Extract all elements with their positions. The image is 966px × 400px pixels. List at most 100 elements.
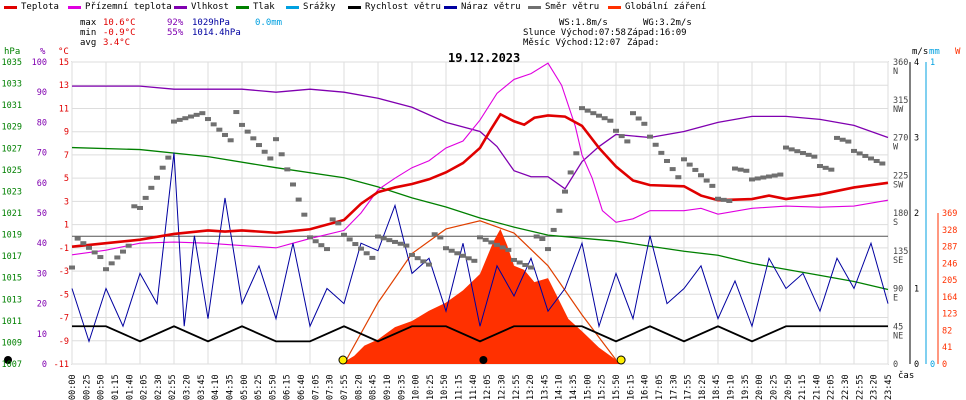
wind-direction-mark — [715, 196, 721, 201]
x-tick-label: 17:30 — [669, 374, 679, 400]
legend-item-smer-vetru: Směr větru — [528, 2, 599, 12]
wind-direction-mark — [380, 236, 387, 241]
wind-speed-tick-label: 2 — [914, 209, 919, 219]
wind-direction-mark — [403, 243, 410, 248]
wind-direction-mark — [494, 242, 500, 247]
wind-direction-mark — [567, 170, 574, 175]
wind-direction-mark — [273, 137, 279, 142]
wind-direction-mark — [97, 255, 104, 260]
wind-direction-mark — [681, 157, 687, 162]
wind-direction-mark — [516, 260, 523, 265]
radiation-tick-label: 164 — [942, 293, 957, 303]
wind-direction-mark — [171, 119, 177, 124]
wind-direction-mark — [409, 252, 415, 257]
wind-direction-tick-label: NW — [893, 105, 904, 115]
radiation-tick-label: 287 — [942, 243, 957, 253]
x-tick-label: 10:25 — [426, 374, 436, 400]
x-tick-label: 04:35 — [225, 374, 235, 400]
wind-direction-mark — [862, 153, 869, 158]
x-tick-label: 01:40 — [125, 374, 135, 400]
wind-direction-mark — [658, 150, 665, 155]
wind-direction-mark — [664, 158, 670, 163]
wind-direction-mark — [618, 134, 625, 139]
wind-direction-mark — [851, 148, 857, 153]
wind-direction-mark — [669, 167, 676, 172]
temperature-tick-label: -1 — [59, 244, 69, 254]
wind-direction-mark — [726, 198, 733, 203]
humidity-line — [72, 85, 889, 190]
stats-temperature: 10.6°C -0.9°C 3.4°C — [103, 18, 136, 48]
wind-direction-mark — [550, 227, 557, 232]
wind-direction-mark — [766, 174, 772, 179]
x-tick-label: 10:00 — [412, 374, 422, 400]
wind-direction-mark — [437, 235, 444, 240]
wind-direction-mark — [188, 114, 194, 119]
legend-item-srazky: Srážky — [286, 2, 336, 12]
wind-direction-mark — [114, 255, 121, 260]
x-tick-label: 03:20 — [183, 374, 193, 400]
wind-direction-mark — [811, 154, 818, 159]
wind-direction-mark — [358, 246, 364, 251]
wind-direction-mark — [732, 166, 738, 171]
unit-mm: mm — [929, 47, 940, 57]
stats-wind-gust: WG:3.2m/s — [643, 18, 692, 28]
wind-direction-mark — [749, 177, 755, 182]
wind-direction-mark — [613, 128, 619, 133]
wind-direction-mark — [335, 221, 342, 226]
x-tick-label: 20:00 — [755, 374, 765, 400]
stat-moon-rise: Měsíc Východ:12:07 — [523, 38, 621, 48]
humidity-tick-label: 10 — [37, 330, 47, 340]
x-tick-label: 19:10 — [727, 374, 737, 400]
wind-direction-mark — [426, 262, 432, 267]
wind-speed-tick-label: 0 — [914, 360, 919, 370]
pressure-tick-label: 1007 — [2, 360, 22, 370]
humidity-tick-label: 20 — [37, 300, 47, 310]
wind-direction-mark — [392, 239, 398, 244]
wind-direction-mark — [103, 267, 109, 272]
x-tick-label: 03:45 — [197, 374, 207, 400]
temperature-tick-label: 15 — [59, 58, 69, 68]
wind-direction-mark — [86, 245, 92, 250]
wind-direction-mark — [686, 162, 693, 167]
wind-direction-mark — [324, 247, 330, 252]
stat-max-rain: 0.0mm — [255, 18, 283, 28]
wind-direction-mark — [363, 251, 370, 256]
x-tick-label: 07:55 — [340, 374, 350, 400]
x-tick-label: 06:15 — [283, 374, 293, 400]
unit-hpa: hPa — [4, 47, 21, 57]
legend-item-tlak: Tlak — [236, 2, 275, 12]
wind-direction-mark — [346, 237, 353, 242]
temperature-tick-label: -11 — [54, 360, 69, 370]
wind-direction-mark — [771, 173, 778, 178]
stat-min-press: 1014.4hPa — [192, 28, 241, 38]
wind-direction-mark — [630, 111, 636, 116]
wind-direction-mark — [80, 241, 87, 246]
x-tick-label: 09:35 — [397, 374, 407, 400]
wind-direction-mark — [74, 236, 81, 241]
wind-direction-mark — [397, 241, 404, 246]
wind-direction-mark — [703, 178, 710, 183]
x-tick-label: 18:45 — [712, 374, 722, 400]
wind-direction-mark — [777, 172, 784, 177]
x-tick-label: 06:40 — [297, 374, 307, 400]
temperature-tick-label: -3 — [59, 267, 69, 277]
wind-direction-mark — [369, 255, 376, 260]
unit-w: W — [955, 47, 961, 57]
wind-direction-mark — [556, 208, 563, 213]
x-tick-label: 13:20 — [526, 374, 536, 400]
wind-direction-mark — [539, 237, 546, 242]
wind-direction-mark — [868, 156, 874, 161]
pressure-tick-label: 1013 — [2, 295, 22, 305]
wind-direction-mark — [698, 173, 704, 178]
wind-direction-mark — [511, 257, 517, 262]
wind-direction-mark — [788, 147, 795, 152]
wind-direction-mark — [250, 136, 257, 141]
wind-direction-mark — [352, 242, 359, 247]
wind-speed-line — [72, 325, 888, 343]
wind-direction-tick-label: S — [893, 218, 898, 228]
wind-direction-mark — [601, 116, 608, 121]
wind-direction-mark — [579, 106, 585, 111]
wind-direction-mark — [182, 116, 189, 121]
wind-direction-mark — [828, 167, 835, 172]
wind-direction-tick-label: 180 — [893, 209, 908, 219]
